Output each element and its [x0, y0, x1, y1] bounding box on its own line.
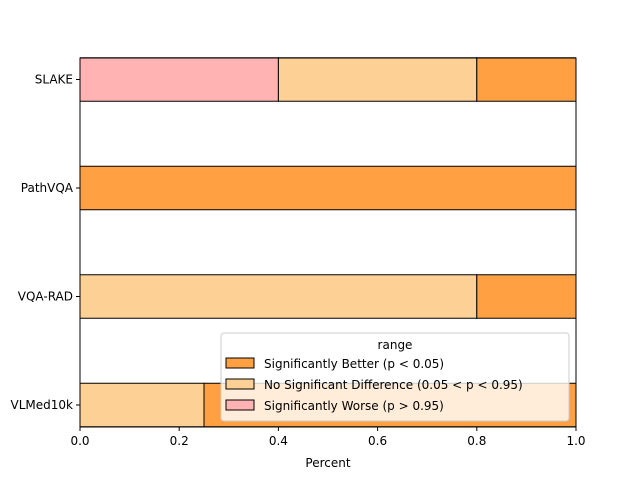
- bar-segment: [476, 274, 576, 319]
- bar-segment: [80, 165, 576, 211]
- plot-frame: [79, 57, 577, 428]
- bar-segment: [277, 57, 478, 102]
- bar-segment: [476, 57, 576, 102]
- legend-title: range: [378, 338, 413, 352]
- legend-label: Significantly Worse (p > 0.95): [264, 399, 444, 413]
- legend-box: [220, 332, 570, 422]
- x-axis-label: Percent: [305, 456, 350, 470]
- bars-group: [80, 57, 576, 427]
- bar-segment: [80, 57, 279, 102]
- legend-label: Significantly Better (p < 0.05): [264, 357, 444, 371]
- y-tick-label: VLMed10k: [11, 398, 74, 412]
- bar-segment: [80, 274, 478, 319]
- x-tick-label: 0.8: [467, 434, 486, 448]
- x-tick-label: 0.6: [368, 434, 387, 448]
- x-tick-label: 0.2: [170, 434, 189, 448]
- x-tick-label: 1.0: [566, 434, 585, 448]
- y-tick-label: VQA-RAD: [18, 290, 73, 304]
- y-tick-label: SLAKE: [35, 73, 73, 87]
- x-tick-label: 0.4: [269, 434, 288, 448]
- legend: range Significantly Better (p < 0.05) No …: [220, 332, 570, 422]
- y-tick-label: PathVQA: [21, 181, 74, 195]
- axes-group: 0.0 0.2 0.4 0.6 0.8 1.0 SLAKE PathVQA VQA-RAD VLM…: [11, 57, 586, 448]
- bar-segment: [80, 382, 205, 427]
- legend-label: No Significant Difference (0.05 < p < 0.…: [264, 378, 523, 392]
- x-tick-label: 0.0: [70, 434, 89, 448]
- legend-swatch: [225, 399, 255, 411]
- legend-swatch: [225, 378, 255, 390]
- legend-swatch: [225, 357, 255, 369]
